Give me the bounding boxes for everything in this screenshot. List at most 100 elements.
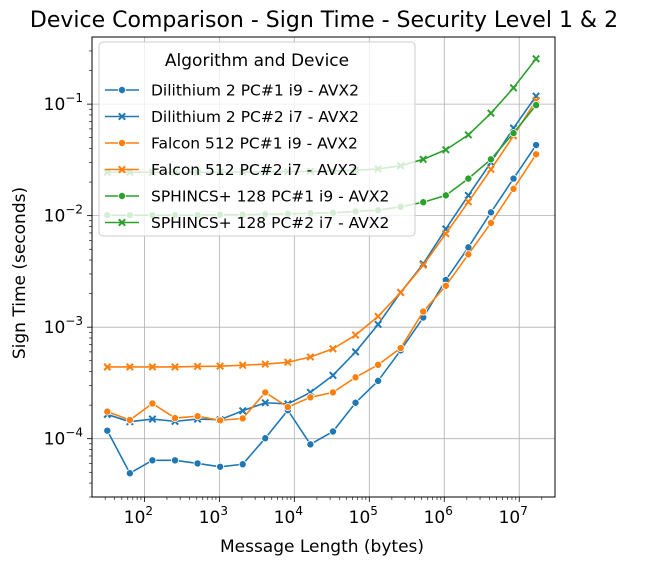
data-point <box>125 469 134 478</box>
data-point <box>374 320 383 329</box>
y-tick-label: 10−3 <box>44 314 83 338</box>
data-point <box>351 348 360 356</box>
legend-swatch-marker <box>118 86 127 95</box>
data-point <box>441 229 450 238</box>
y-axis-label: Sign Time (seconds) <box>10 187 30 359</box>
data-point <box>532 141 541 150</box>
plot-frame <box>91 36 556 498</box>
data-point <box>374 376 383 385</box>
data-point <box>171 414 180 423</box>
data-point <box>216 362 225 371</box>
data-point <box>125 416 134 425</box>
data-point <box>441 191 450 200</box>
legend-entry: SPHINCS+ 128 PC#1 i9 - AVX2 <box>105 188 389 206</box>
data-point <box>261 388 270 397</box>
data-point <box>148 456 157 465</box>
legend-entry: Falcon 512 PC#2 i7 - AVX2 <box>105 161 358 179</box>
x-tick-label: 104 <box>274 504 303 528</box>
data-point <box>216 462 225 471</box>
data-point <box>171 456 180 465</box>
data-point <box>103 426 112 435</box>
legend-swatch-marker <box>118 138 127 147</box>
legend-label: Falcon 512 PC#1 i9 - AVX2 <box>151 135 358 153</box>
legend-swatch-marker <box>118 112 126 121</box>
x-tick-label: 107 <box>499 504 528 528</box>
chart-title: Device Comparison - Sign Time - Security… <box>30 8 618 33</box>
legend-swatch-marker <box>118 191 127 200</box>
x-tick-label: 105 <box>349 504 378 528</box>
data-point <box>306 353 315 361</box>
data-point <box>148 363 157 371</box>
data-point <box>464 250 473 259</box>
series-1 <box>103 141 541 478</box>
legend-label: Dilithium 2 PC#1 i9 - AVX2 <box>151 82 359 100</box>
data-point <box>486 208 495 217</box>
legend-swatch-marker <box>118 218 126 227</box>
data-point <box>419 307 428 316</box>
legend-entry: Dilithium 2 PC#2 i7 - AVX2 <box>105 108 359 126</box>
data-point <box>103 363 112 371</box>
legend-label: Dilithium 2 PC#2 i7 - AVX2 <box>151 108 359 126</box>
data-point <box>238 406 247 415</box>
legend-swatch-marker <box>118 165 126 174</box>
data-point <box>193 362 202 371</box>
data-point <box>261 360 270 369</box>
legend: Algorithm and Device Dilithium 2 PC#1 i9 … <box>98 41 416 237</box>
y-tick-label: 10−1 <box>44 91 83 115</box>
x-tick-label: 102 <box>124 504 153 528</box>
data-point <box>238 414 247 423</box>
data-point <box>329 344 337 353</box>
data-point <box>261 398 270 407</box>
data-point <box>509 174 518 183</box>
data-point <box>509 184 518 193</box>
axis-ticks: 102 103 104 105 106 107 10−4 10−3 10−2 10−1 <box>44 50 543 528</box>
data-point <box>532 54 540 63</box>
legend-entry: Falcon 512 PC#1 i9 - AVX2 <box>105 135 358 153</box>
data-point <box>464 130 473 139</box>
series-4 <box>103 96 540 371</box>
data-point <box>193 459 202 468</box>
data-point <box>396 288 405 297</box>
x-axis-label: Message Length (bytes) <box>220 537 424 557</box>
data-point <box>419 261 428 270</box>
x-tick-label: 103 <box>199 504 228 528</box>
data-point <box>374 312 383 321</box>
data-point <box>238 460 247 469</box>
data-point <box>261 434 270 443</box>
data-point <box>103 407 112 416</box>
series-line <box>107 95 537 423</box>
data-point <box>171 363 179 371</box>
data-point <box>125 363 134 371</box>
data-point <box>464 197 473 206</box>
legend-label: SPHINCS+ 128 PC#2 i7 - AVX2 <box>151 214 389 232</box>
data-point <box>216 416 225 425</box>
data-point <box>419 198 428 207</box>
data-point <box>509 83 518 92</box>
data-point <box>351 398 360 407</box>
x-tick-label: 106 <box>424 504 453 528</box>
data-point <box>351 331 360 339</box>
series-3 <box>103 150 541 425</box>
data-point <box>441 281 450 290</box>
data-point <box>328 388 337 397</box>
legend-entry: Dilithium 2 PC#1 i9 - AVX2 <box>105 82 359 100</box>
legend-box <box>98 41 416 237</box>
data-point <box>487 109 495 118</box>
data-point <box>351 373 360 382</box>
data-point <box>374 360 383 369</box>
data-point <box>283 358 292 367</box>
data-point <box>329 371 337 380</box>
data-point <box>396 344 405 353</box>
data-point <box>193 412 202 421</box>
data-point <box>328 427 337 436</box>
y-tick-label: 10−4 <box>44 426 83 450</box>
data-point <box>419 155 428 164</box>
legend-title: Algorithm and Device <box>165 51 349 71</box>
data-point <box>441 145 450 154</box>
legend-label: SPHINCS+ 128 PC#1 i9 - AVX2 <box>151 188 389 206</box>
data-point <box>306 393 315 402</box>
data-point <box>464 174 473 183</box>
legend-label: Falcon 512 PC#2 i7 - AVX2 <box>151 161 358 179</box>
